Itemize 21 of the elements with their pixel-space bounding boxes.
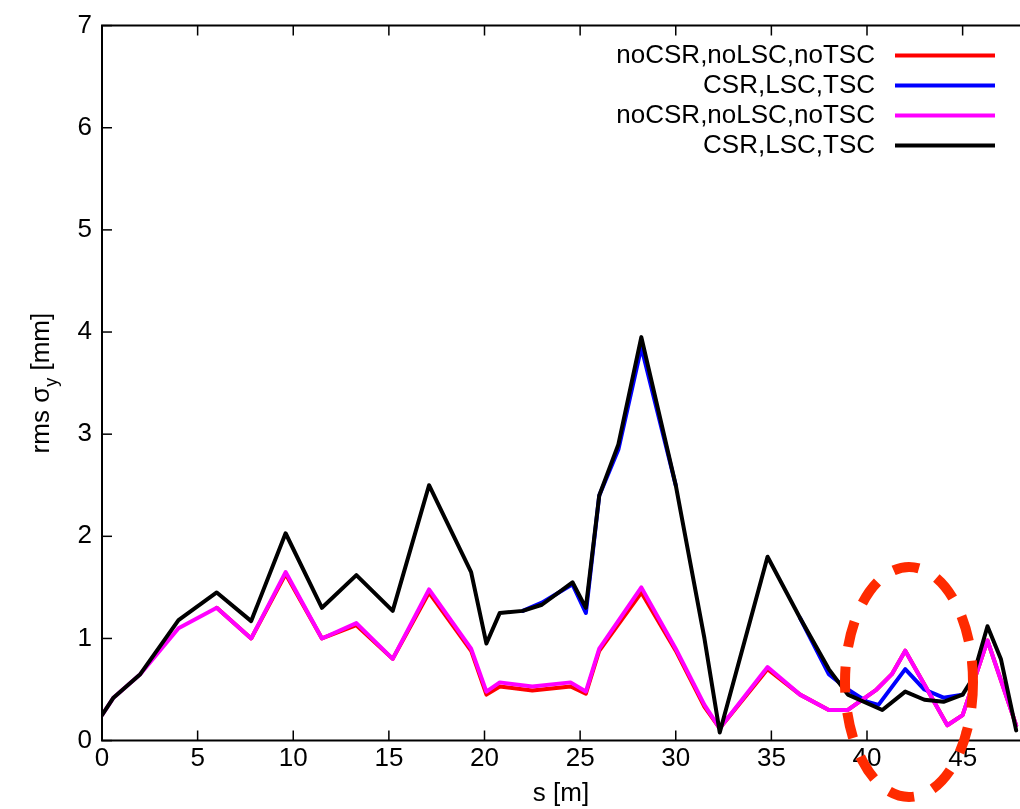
y-axis-title: rms σy [mm]	[25, 312, 61, 454]
legend-label: noCSR,noLSC,noTSC	[616, 98, 875, 129]
x-tick-label: 5	[190, 742, 205, 773]
x-tick-label: 20	[470, 742, 499, 773]
legend-label: CSR,LSC,TSC	[703, 68, 875, 99]
x-tick-label: 30	[661, 742, 691, 773]
x-tick-label: 15	[374, 742, 404, 773]
y-tick-label: 1	[77, 621, 92, 652]
y-tick-label: 3	[77, 417, 92, 448]
x-axis-title: s [m]	[532, 776, 590, 807]
x-tick-label: 35	[756, 742, 786, 773]
y-tick-label: 0	[77, 723, 92, 754]
legend-label: CSR,LSC,TSC	[703, 128, 875, 159]
y-tick-label: 7	[77, 8, 92, 39]
y-tick-label: 6	[77, 110, 92, 141]
y-tick-label: 2	[77, 519, 92, 550]
y-tick-label: 4	[77, 315, 92, 346]
y-tick-label: 5	[77, 213, 92, 244]
x-tick-label: 10	[278, 742, 308, 773]
x-tick-label: 25	[565, 742, 595, 773]
legend-label: noCSR,noLSC,noTSC	[616, 38, 875, 69]
